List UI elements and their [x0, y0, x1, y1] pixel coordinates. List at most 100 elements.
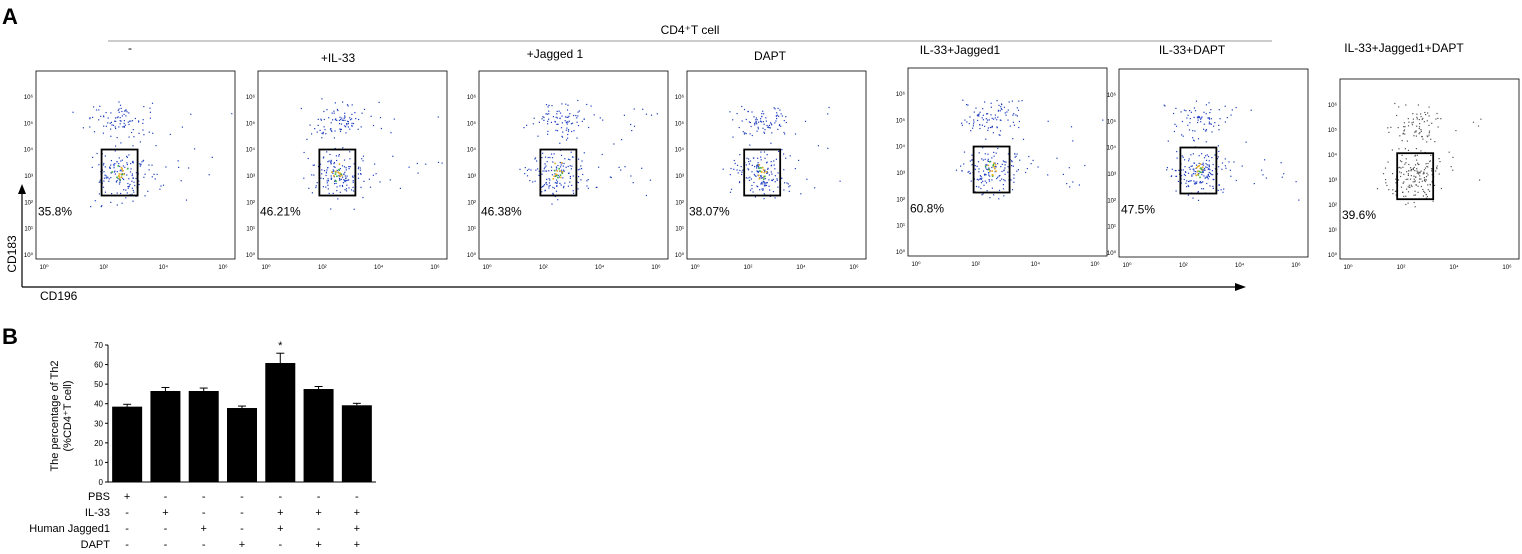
condition-mark: -: [355, 491, 359, 503]
flow-plot-y-tick: 10³: [675, 174, 684, 180]
flow-plot-x-tick: 10²: [99, 265, 108, 271]
flow-plot-x-tick: 10⁴: [1449, 264, 1459, 271]
condition-mark: +: [124, 491, 130, 503]
flow-plot-y-tick: 10²: [467, 200, 476, 206]
bar-chart-ylabel-line1: The percentage of Th2: [49, 360, 61, 471]
flow-plot-x-tick: 10⁰: [261, 264, 271, 271]
flow-plot-y-tick: 10¹: [24, 227, 33, 233]
flow-plot-x-tick: 10⁶: [849, 264, 859, 271]
flow-plot-label: +IL-33: [321, 51, 356, 65]
flow-plot-gate: [972, 145, 1011, 194]
flow-plot-y-tick: 10²: [1328, 203, 1337, 209]
flow-plot-y-tick: 10⁴: [1328, 152, 1338, 159]
flow-plot-y-tick: 10⁶: [467, 94, 477, 101]
flow-plot-x-tick: 10⁰: [1343, 264, 1353, 271]
flow-plot-y-tick: 10⁴: [1107, 145, 1117, 152]
flow-plot-percent: 38.07%: [689, 205, 730, 219]
condition-mark: +: [277, 507, 283, 519]
flow-plots: - 10⁶ 10⁵ 10⁴ 10³ 10² 10¹ 10⁰ 10⁰ 10² 10⁴ 10⁶ 35.8% +…: [24, 41, 1520, 271]
th2-bar-chart: The percentage of Th2 (%CD4⁺T cell) 0 10 2…: [29, 340, 376, 551]
condition-mark: +: [354, 507, 360, 519]
flow-plot-label: IL-33+DAPT: [1159, 43, 1226, 57]
flow-plot-label: +Jagged 1: [527, 47, 584, 61]
flow-plot-x-tick: 10⁴: [1235, 262, 1245, 269]
flow-plot-y-tick: 10¹: [1107, 225, 1116, 231]
flow-plot-y-tick: 10¹: [1328, 228, 1337, 234]
flow-plot-label: IL-33+Jagged1: [920, 43, 1001, 57]
flow-plot-x-tick: 10²: [744, 265, 753, 271]
flow-plot-x-tick: 10⁰: [482, 264, 492, 271]
flow-plot: IL-33+DAPT 10⁶ 10⁵ 10⁴ 10³ 10² 10¹ 10⁰ 10⁰ 10² 10⁴…: [1107, 43, 1309, 269]
condition-mark: -: [240, 507, 244, 519]
flow-plot-label: DAPT: [754, 49, 787, 63]
flow-plot-x-tick: 10⁴: [1031, 261, 1041, 268]
flow-plot-x-tick: 10⁰: [911, 261, 921, 268]
flow-plot-dots: [72, 101, 233, 208]
flow-plot-y-tick: 10⁶: [1107, 92, 1117, 99]
condition-mark: -: [164, 539, 168, 551]
flow-plot-dots: [722, 105, 841, 200]
flow-plot-label: IL-33+Jagged1+DAPT: [1344, 41, 1464, 55]
condition-mark: +: [277, 523, 283, 535]
bar-chart-y-tick-label: 50: [94, 380, 103, 389]
flow-plot-label: -: [128, 41, 132, 55]
condition-mark: +: [315, 539, 321, 551]
flow-plot-dots: [1163, 100, 1300, 201]
panel-b-letter: B: [2, 324, 18, 349]
flow-plot-y-tick: 10²: [896, 197, 905, 203]
flow-plot-y-tick: 10⁶: [896, 91, 906, 98]
flow-plot-y-tick: 10⁴: [675, 147, 685, 154]
flow-plot-percent: 46.21%: [260, 205, 301, 219]
bar: [112, 406, 143, 482]
flow-plot-x-tick: 10²: [1179, 263, 1188, 269]
bar-chart-y-tick-label: 10: [94, 458, 103, 467]
bar: [341, 405, 372, 482]
flow-plot-y-tick: 10³: [467, 174, 476, 180]
flow-plot-y-tick: 10⁵: [246, 120, 256, 127]
flow-plot-frame: [686, 70, 867, 260]
flow-plot-y-tick: 10⁴: [24, 147, 34, 154]
condition-name: Human Jagged1: [29, 523, 110, 535]
flow-plot: +IL-33 10⁶ 10⁵ 10⁴ 10³ 10² 10¹ 10⁰ 10⁰ 10² 10⁴ 10⁶ 4…: [246, 51, 448, 271]
flow-plot-gate: [1396, 152, 1435, 201]
condition-mark: -: [317, 491, 321, 503]
flow-plot-y-tick: 10¹: [675, 227, 684, 233]
flow-plot-frame: [907, 67, 1108, 257]
flow-plot-y-tick: 10⁴: [467, 147, 477, 154]
bar: [265, 363, 296, 482]
cd196-arrowhead: [1235, 283, 1246, 291]
flow-plot-y-tick: 10¹: [467, 227, 476, 233]
condition-mark: -: [278, 491, 282, 503]
condition-mark: -: [164, 491, 168, 503]
flow-plot-x-tick: 10⁴: [159, 264, 169, 271]
condition-mark: -: [278, 539, 282, 551]
bar-chart-y-tick-label: 30: [94, 419, 103, 428]
flow-plot-percent: 47.5%: [1121, 203, 1155, 217]
flow-plot-frame: [1339, 78, 1520, 260]
flow-plot-y-tick: 10⁰: [246, 252, 256, 259]
flow-plot-y-tick: 10⁵: [675, 120, 685, 127]
flow-plot-y-tick: 10⁰: [1328, 252, 1338, 259]
flow-plot-y-tick: 10⁵: [1328, 127, 1338, 134]
condition-mark: +: [315, 507, 321, 519]
flow-plot-frame: [257, 70, 448, 260]
flow-plot-dots: [300, 98, 443, 210]
flow-plot: IL-33+Jagged1+DAPT 10⁶ 10⁵ 10⁴ 10³ 10² 10¹ 10⁰ 1…: [1328, 41, 1520, 271]
flow-plot-y-tick: 10³: [246, 174, 255, 180]
condition-mark: -: [125, 523, 129, 535]
condition-mark: -: [240, 491, 244, 503]
flow-plot-y-tick: 10³: [1328, 178, 1337, 184]
condition-mark: -: [125, 507, 129, 519]
panel-a-letter: A: [2, 4, 18, 29]
panel-a-header: CD4⁺T cell: [661, 23, 720, 37]
condition-mark: -: [125, 539, 129, 551]
condition-name: IL-33: [85, 507, 110, 519]
condition-mark: -: [202, 491, 206, 503]
flow-plot-gate: [1179, 146, 1218, 195]
bar: [150, 390, 181, 482]
flow-plot-y-tick: 10⁰: [467, 252, 477, 259]
flow-plot-y-tick: 10³: [1107, 172, 1116, 178]
flow-plot-gate: [743, 148, 782, 197]
flow-plot-x-tick: 10⁰: [690, 264, 700, 271]
